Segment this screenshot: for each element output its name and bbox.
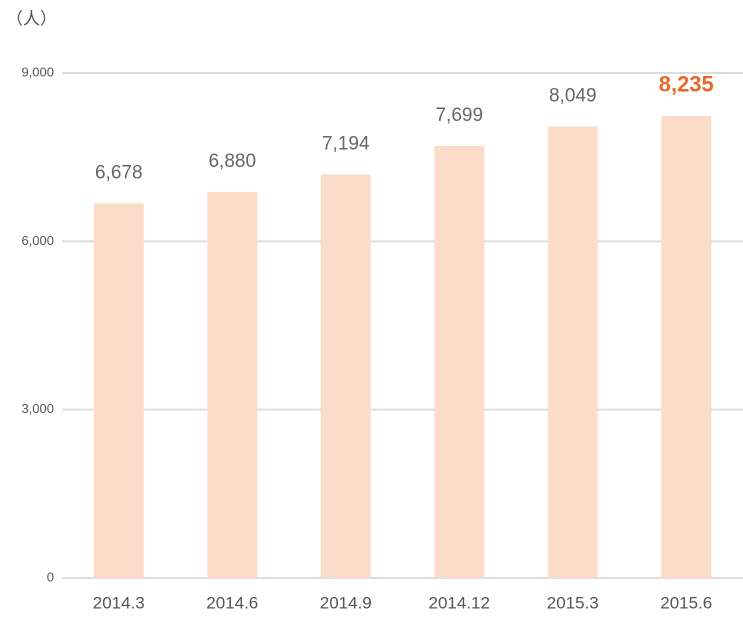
value-label: 6,880 [208,151,256,172]
bar [434,146,485,578]
x-tick-label: 2015.3 [547,593,599,612]
x-tick-label: 2014.9 [320,593,372,612]
bar [320,174,371,578]
bar [207,191,258,578]
y-tick-label: 3,000 [21,401,54,416]
x-tick-label: 2014.6 [206,593,258,612]
y-tick-label: 0 [47,569,54,584]
value-label: 8,049 [549,85,597,106]
x-tick-label: 2014.12 [429,593,490,612]
y-tick-label: 9,000 [21,64,54,79]
bar [93,203,144,579]
y-axis-label: （人） [6,9,57,28]
value-label: 7,194 [322,133,370,154]
value-label: 8,235 [659,72,714,97]
bar [661,115,712,579]
value-label: 6,678 [95,162,143,183]
bar [547,126,598,578]
x-tick-label: 2014.3 [93,593,145,612]
y-tick-label: 6,000 [21,233,54,248]
x-tick-label: 2015.6 [660,593,712,612]
value-label: 7,699 [435,105,483,126]
